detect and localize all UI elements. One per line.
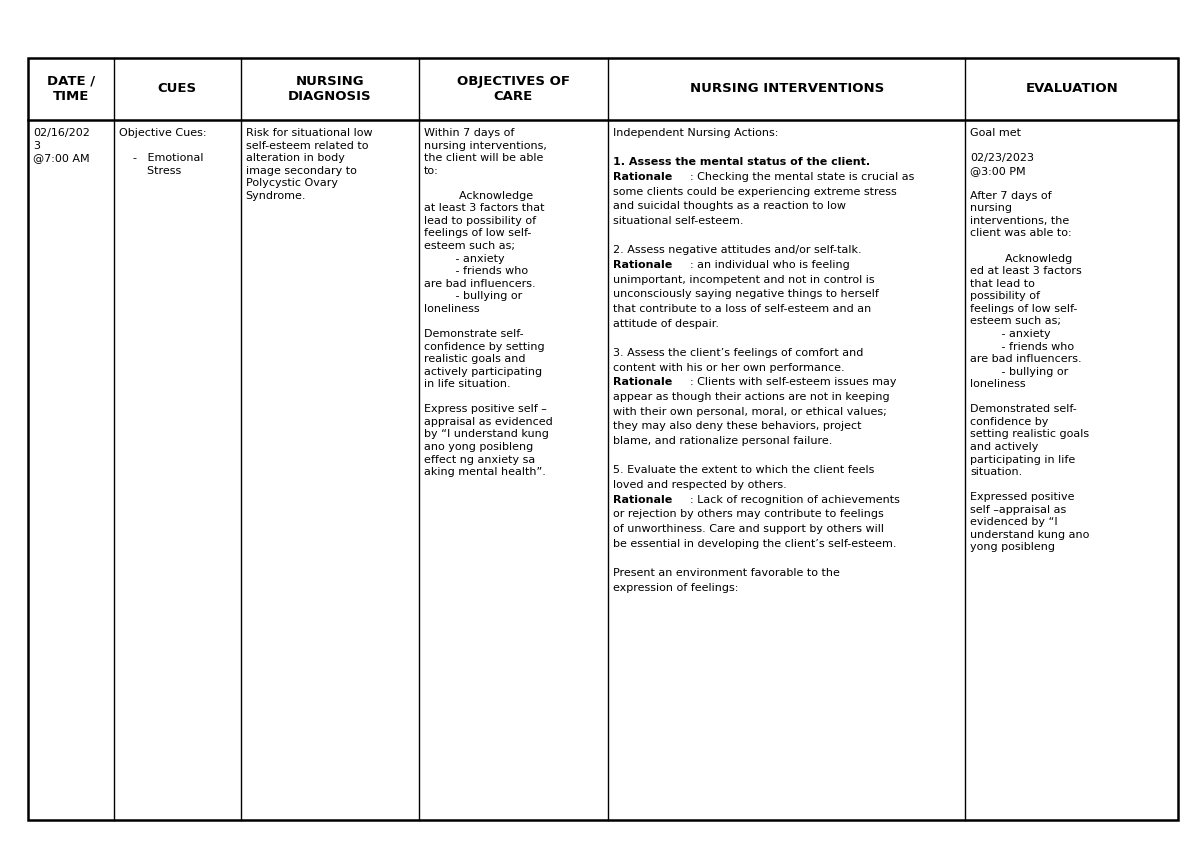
Text: Rationale: Rationale <box>613 377 672 388</box>
Text: expression of feelings:: expression of feelings: <box>613 583 739 593</box>
Text: be essential in developing the client’s self-esteem.: be essential in developing the client’s … <box>613 538 896 549</box>
Text: 1. Assess the mental status of the client.: 1. Assess the mental status of the clien… <box>613 158 870 167</box>
Text: situational self-esteem.: situational self-esteem. <box>613 216 744 226</box>
Text: : Clients with self-esteem issues may: : Clients with self-esteem issues may <box>690 377 896 388</box>
Text: some clients could be experiencing extreme stress: some clients could be experiencing extre… <box>613 187 898 197</box>
Text: 5. Evaluate the extent to which the client feels: 5. Evaluate the extent to which the clie… <box>613 466 875 476</box>
Text: blame, and rationalize personal failure.: blame, and rationalize personal failure. <box>613 436 833 446</box>
Text: with their own personal, moral, or ethical values;: with their own personal, moral, or ethic… <box>613 407 887 416</box>
Text: : an individual who is feeling: : an individual who is feeling <box>690 260 850 270</box>
Text: Risk for situational low
self-esteem related to
alteration in body
image seconda: Risk for situational low self-esteem rel… <box>246 128 372 201</box>
Text: Objective Cues:

    -   Emotional
        Stress: Objective Cues: - Emotional Stress <box>119 128 206 176</box>
Text: 3. Assess the client’s feelings of comfort and: 3. Assess the client’s feelings of comfo… <box>613 348 864 358</box>
Text: and suicidal thoughts as a reaction to low: and suicidal thoughts as a reaction to l… <box>613 201 846 211</box>
Text: : Checking the mental state is crucial as: : Checking the mental state is crucial a… <box>690 172 914 182</box>
Text: NURSING INTERVENTIONS: NURSING INTERVENTIONS <box>690 82 884 96</box>
Text: attitude of despair.: attitude of despair. <box>613 319 719 329</box>
Bar <box>28 58 1178 820</box>
Text: 2. Assess negative attitudes and/or self-talk.: 2. Assess negative attitudes and/or self… <box>613 245 862 255</box>
Text: : Lack of recognition of achievements: : Lack of recognition of achievements <box>690 494 900 505</box>
Text: they may also deny these behaviors, project: they may also deny these behaviors, proj… <box>613 421 862 432</box>
Text: that contribute to a loss of self-esteem and an: that contribute to a loss of self-esteem… <box>613 304 871 314</box>
Text: content with his or her own performance.: content with his or her own performance. <box>613 363 845 372</box>
Text: Rationale: Rationale <box>613 172 672 182</box>
Text: CUES: CUES <box>158 82 197 96</box>
Text: DATE /
TIME: DATE / TIME <box>47 75 95 103</box>
Text: Within 7 days of
nursing interventions,
the client will be able
to:

          A: Within 7 days of nursing interventions, … <box>424 128 552 477</box>
Text: loved and respected by others.: loved and respected by others. <box>613 480 787 490</box>
Text: appear as though their actions are not in keeping: appear as though their actions are not i… <box>613 392 890 402</box>
Text: EVALUATION: EVALUATION <box>1025 82 1118 96</box>
Text: NURSING
DIAGNOSIS: NURSING DIAGNOSIS <box>288 75 372 103</box>
Text: Present an environment favorable to the: Present an environment favorable to the <box>613 568 840 578</box>
Text: Rationale: Rationale <box>613 260 672 270</box>
Text: 02/16/202
3
@7:00 AM: 02/16/202 3 @7:00 AM <box>34 128 90 163</box>
Text: or rejection by others may contribute to feelings: or rejection by others may contribute to… <box>613 510 884 519</box>
Text: OBJECTIVES OF
CARE: OBJECTIVES OF CARE <box>457 75 570 103</box>
Text: unimportant, incompetent and not in control is: unimportant, incompetent and not in cont… <box>613 275 875 285</box>
Text: of unworthiness. Care and support by others will: of unworthiness. Care and support by oth… <box>613 524 884 534</box>
Text: unconsciously saying negative things to herself: unconsciously saying negative things to … <box>613 289 880 299</box>
Text: Goal met

02/23/2023
@3:00 PM

After 7 days of
nursing
interventions, the
client: Goal met 02/23/2023 @3:00 PM After 7 day… <box>971 128 1090 553</box>
Text: Independent Nursing Actions:: Independent Nursing Actions: <box>613 128 779 138</box>
Text: Rationale: Rationale <box>613 494 672 505</box>
